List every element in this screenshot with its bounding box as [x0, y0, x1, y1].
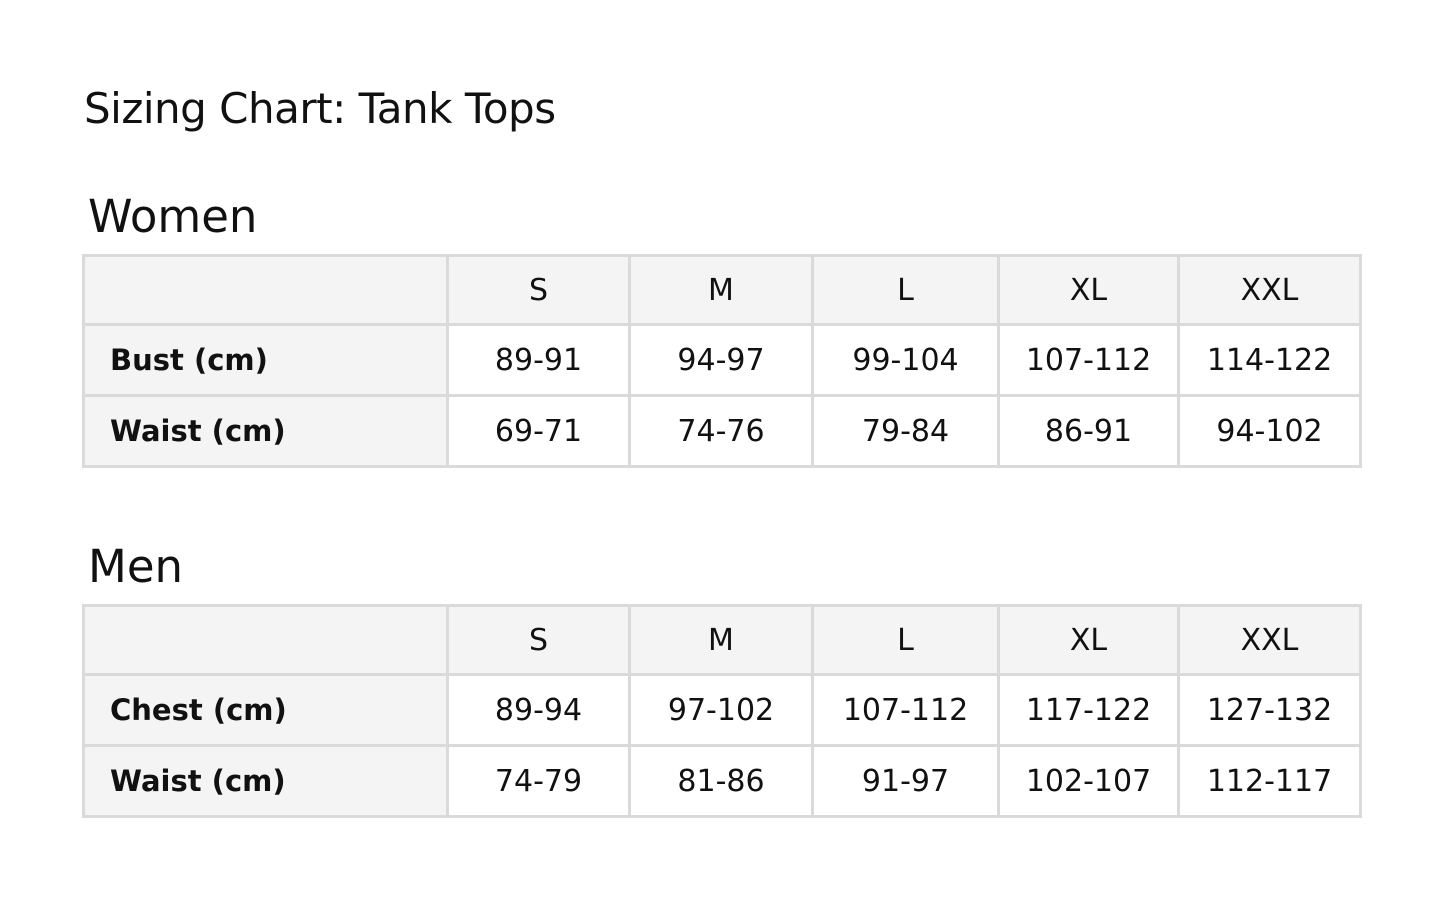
measurement-value: 107-112 — [997, 323, 1180, 397]
measurement-value: 91-97 — [811, 744, 1000, 818]
measurement-label: Chest (cm) — [82, 673, 449, 747]
table-row: Waist (cm) 74-79 81-86 91-97 102-107 112-117 — [82, 744, 1362, 818]
size-header: XL — [997, 254, 1180, 326]
measurement-label: Waist (cm) — [82, 744, 449, 818]
measurement-value: 97-102 — [628, 673, 814, 747]
table-row: Chest (cm) 89-94 97-102 107-112 117-122 127-1… — [82, 673, 1362, 747]
table-row: Bust (cm) 89-91 94-97 99-104 107-112 114-122 — [82, 323, 1362, 397]
measurement-value: 114-122 — [1177, 323, 1362, 397]
measurement-value: 74-79 — [446, 744, 631, 818]
measurement-value: 99-104 — [811, 323, 1000, 397]
measurement-label: Waist (cm) — [82, 394, 449, 468]
size-header: S — [446, 254, 631, 326]
measurement-value: 89-94 — [446, 673, 631, 747]
measurement-value: 112-117 — [1177, 744, 1362, 818]
size-header: M — [628, 604, 814, 676]
measurement-value: 89-91 — [446, 323, 631, 397]
measurement-value: 107-112 — [811, 673, 1000, 747]
men-size-table: S M L XL XXL Chest (cm) 89-94 97-102 107-112 117-… — [82, 604, 1362, 818]
header-row: S M L XL XXL — [82, 254, 1362, 326]
women-heading: Women — [88, 190, 258, 243]
measurement-value: 69-71 — [446, 394, 631, 468]
measurement-value: 74-76 — [628, 394, 814, 468]
measurement-value: 102-107 — [997, 744, 1180, 818]
men-heading: Men — [88, 540, 184, 593]
size-header: XL — [997, 604, 1180, 676]
size-header: S — [446, 604, 631, 676]
table-row: Waist (cm) 69-71 74-76 79-84 86-91 94-102 — [82, 394, 1362, 468]
size-header: XXL — [1177, 604, 1362, 676]
size-header: M — [628, 254, 814, 326]
corner-cell — [82, 254, 449, 326]
page-title: Sizing Chart: Tank Tops — [84, 84, 556, 133]
measurement-value: 94-102 — [1177, 394, 1362, 468]
measurement-value: 86-91 — [997, 394, 1180, 468]
measurement-value: 127-132 — [1177, 673, 1362, 747]
corner-cell — [82, 604, 449, 676]
size-header: L — [811, 254, 1000, 326]
size-header: XXL — [1177, 254, 1362, 326]
measurement-value: 94-97 — [628, 323, 814, 397]
measurement-value: 81-86 — [628, 744, 814, 818]
measurement-value: 79-84 — [811, 394, 1000, 468]
header-row: S M L XL XXL — [82, 604, 1362, 676]
measurement-value: 117-122 — [997, 673, 1180, 747]
measurement-label: Bust (cm) — [82, 323, 449, 397]
size-header: L — [811, 604, 1000, 676]
women-size-table: S M L XL XXL Bust (cm) 89-91 94-97 99-104 107-112… — [82, 254, 1362, 468]
